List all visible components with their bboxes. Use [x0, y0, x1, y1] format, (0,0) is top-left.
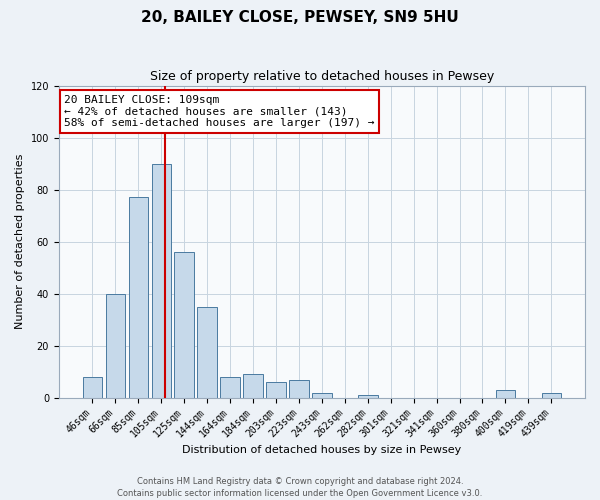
Bar	[152, 164, 171, 398]
Bar	[496, 390, 515, 398]
Bar	[128, 198, 148, 398]
Text: 20, BAILEY CLOSE, PEWSEY, SN9 5HU: 20, BAILEY CLOSE, PEWSEY, SN9 5HU	[141, 10, 459, 25]
X-axis label: Distribution of detached houses by size in Pewsey: Distribution of detached houses by size …	[182, 445, 461, 455]
Bar	[175, 252, 194, 398]
Bar	[358, 395, 377, 398]
Bar	[244, 374, 263, 398]
Bar	[106, 294, 125, 398]
Text: Contains HM Land Registry data © Crown copyright and database right 2024.
Contai: Contains HM Land Registry data © Crown c…	[118, 476, 482, 498]
Title: Size of property relative to detached houses in Pewsey: Size of property relative to detached ho…	[150, 70, 494, 83]
Bar	[542, 392, 561, 398]
Bar	[289, 380, 308, 398]
Bar	[312, 392, 332, 398]
Bar	[83, 377, 102, 398]
Bar	[220, 377, 240, 398]
Y-axis label: Number of detached properties: Number of detached properties	[15, 154, 25, 330]
Text: 20 BAILEY CLOSE: 109sqm
← 42% of detached houses are smaller (143)
58% of semi-d: 20 BAILEY CLOSE: 109sqm ← 42% of detache…	[64, 95, 374, 128]
Bar	[197, 306, 217, 398]
Bar	[266, 382, 286, 398]
